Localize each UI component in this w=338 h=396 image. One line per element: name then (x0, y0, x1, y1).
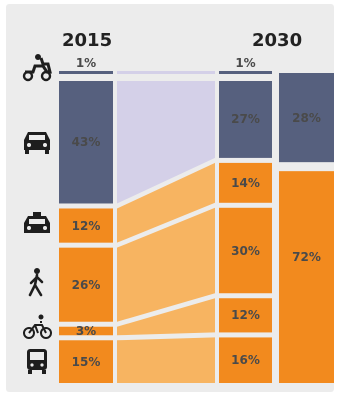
bar-total-private (279, 73, 334, 163)
label-2030-cycling: 12% (231, 308, 260, 323)
bar-2030-cycling (219, 298, 272, 333)
flow-car (117, 81, 215, 204)
bus-icon (27, 349, 47, 374)
bar-2015-walking (59, 247, 113, 322)
bar-2030-walking (219, 207, 272, 294)
bar-2015-scooter (59, 71, 113, 74)
label-2015-walking: 26% (71, 277, 101, 292)
bar-2030-car (219, 81, 272, 158)
flow-cycling (117, 298, 215, 336)
label-2030-scooter: 1% (235, 56, 256, 70)
label-2015-scooter: 1% (75, 56, 97, 70)
label-2015-shared-car: 12% (71, 218, 101, 233)
label-total-shared: 72% (292, 250, 321, 265)
walking-icon (28, 268, 44, 297)
bicycle-icon (23, 314, 52, 339)
label-2015-car: 43% (71, 135, 101, 150)
car-icon (24, 132, 50, 154)
scooter-icon (22, 54, 52, 82)
year-label-2030: 2030 (252, 30, 303, 51)
label-2030-shared-car: 14% (231, 175, 260, 190)
bar-2030-bus (219, 337, 272, 383)
label-2030-bus: 16% (231, 353, 260, 368)
label-2015-cycling: 3% (75, 324, 97, 338)
label-total-private: 28% (292, 110, 321, 125)
bar-2015-shared-car (59, 208, 113, 243)
flow-bus (117, 337, 215, 383)
bar-2030-scooter (219, 71, 272, 74)
taxi-icon (24, 212, 50, 233)
bar-2015-cycling (59, 326, 113, 336)
flow-walking (117, 207, 215, 322)
bar-2015-car (59, 81, 113, 204)
flow-scooter (117, 71, 215, 74)
label-2030-walking: 30% (231, 243, 260, 258)
label-2015-bus: 15% (71, 354, 101, 369)
bar-total-shared (279, 171, 334, 383)
bar-2015-bus (59, 340, 113, 383)
bar-2030-shared-car (219, 162, 272, 203)
label-2030-car: 27% (231, 112, 260, 127)
flow-shared-car (117, 162, 215, 243)
year-label-2015: 2015 (62, 30, 113, 51)
